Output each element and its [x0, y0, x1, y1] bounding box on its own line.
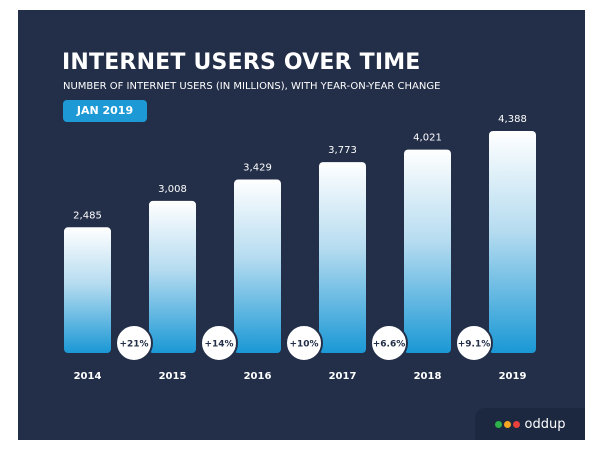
bar-value-label: 3,773 [328, 145, 357, 156]
yoy-change-badge: +9.1% [455, 324, 493, 362]
chart-title: INTERNET USERS OVER TIME [62, 50, 421, 75]
yoy-change-badge: +14% [200, 324, 238, 362]
yoy-change-label: +9.1% [458, 340, 491, 350]
yoy-change-badge: +6.6% [370, 324, 408, 362]
oddup-logo: oddup [475, 408, 585, 440]
bar-chart: 2,485 2014 3,008 2015 3,429 2016 3,773 2017 4,02… [64, 114, 536, 382]
x-tick-label: 2016 [244, 371, 272, 382]
x-tick-label: 2018 [414, 371, 442, 382]
bar-2016 [234, 179, 281, 353]
yoy-change-badge: +21% [115, 324, 153, 362]
logo-dot-green [494, 420, 502, 428]
yoy-change-badge: +10% [285, 324, 323, 362]
brand-name: oddup [524, 416, 566, 432]
x-tick-label: 2014 [74, 371, 102, 382]
yoy-change-circle [200, 324, 238, 362]
yoy-change-label: +10% [289, 340, 318, 350]
x-tick-label: 2019 [499, 371, 527, 382]
date-badge: JAN 2019 [63, 100, 147, 122]
yoy-change-label: +14% [204, 340, 233, 350]
chart-subtitle: NUMBER OF INTERNET USERS (IN MILLIONS), … [63, 81, 441, 92]
bar-2015 [149, 200, 196, 353]
x-tick-label: 2015 [159, 371, 187, 382]
bar-2017 [319, 162, 366, 353]
infographic-card: INTERNET USERS OVER TIME NUMBER OF INTER… [18, 10, 585, 440]
yoy-change-circle [370, 324, 408, 362]
bar-2018 [404, 149, 451, 353]
x-tick-label: 2017 [329, 371, 357, 382]
bar-2019 [489, 131, 536, 353]
bar-value-label: 2,485 [73, 210, 102, 221]
bar-value-label: 4,021 [413, 133, 442, 144]
logo-dot-red [512, 420, 520, 428]
yoy-change-circle [455, 324, 493, 362]
yoy-change-circle [285, 324, 323, 362]
logo-dot-orange [503, 420, 511, 428]
bar-2014 [64, 227, 111, 353]
bar-value-label: 3,429 [243, 163, 272, 174]
bar-value-label: 4,388 [498, 114, 527, 125]
yoy-change-circle [115, 324, 153, 362]
yoy-change-label: +6.6% [373, 340, 406, 350]
bar-value-label: 3,008 [158, 184, 187, 195]
yoy-change-label: +21% [119, 340, 148, 350]
